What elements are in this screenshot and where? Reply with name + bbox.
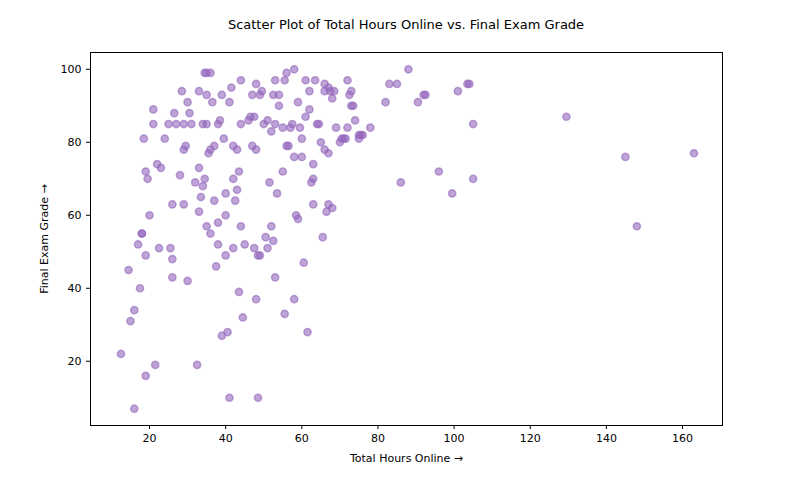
svg-text:Final Exam Grade →: Final Exam Grade → bbox=[38, 184, 51, 294]
svg-text:Total Hours Online →: Total Hours Online → bbox=[349, 452, 463, 465]
svg-text:20: 20 bbox=[68, 355, 82, 368]
svg-text:100: 100 bbox=[444, 432, 465, 445]
svg-text:80: 80 bbox=[68, 136, 82, 149]
svg-text:80: 80 bbox=[371, 432, 385, 445]
svg-text:60: 60 bbox=[295, 432, 309, 445]
svg-text:20: 20 bbox=[143, 432, 157, 445]
svg-text:40: 40 bbox=[219, 432, 233, 445]
svg-text:120: 120 bbox=[520, 432, 541, 445]
svg-text:100: 100 bbox=[61, 63, 82, 76]
svg-text:140: 140 bbox=[596, 432, 617, 445]
svg-text:160: 160 bbox=[672, 432, 693, 445]
html-text:Scatter Plot of Total Hours On: Scatter Plot of Total Hours Online vs. F… bbox=[227, 17, 585, 32]
svg-text:60: 60 bbox=[68, 209, 82, 222]
svg-text:40: 40 bbox=[68, 282, 82, 295]
